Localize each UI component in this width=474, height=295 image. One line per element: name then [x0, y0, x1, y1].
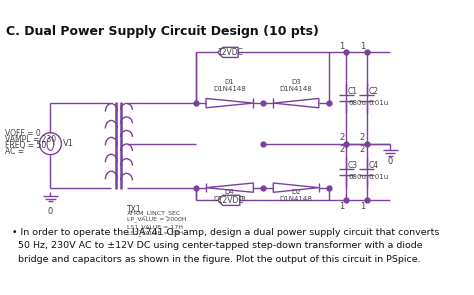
Text: D2
D1N4148: D2 D1N4148	[280, 189, 312, 202]
Text: 2: 2	[360, 145, 365, 154]
Text: 12VDC: 12VDC	[217, 48, 243, 57]
Text: LP_VALUE = 2000H: LP_VALUE = 2000H	[127, 217, 186, 222]
Text: 0: 0	[388, 157, 393, 166]
Text: V1: V1	[63, 139, 74, 148]
Polygon shape	[218, 47, 238, 58]
Text: FREQ = 50: FREQ = 50	[5, 141, 46, 150]
Text: C. Dual Power Supply Circuit Design (10 pts): C. Dual Power Supply Circuit Design (10 …	[6, 25, 319, 38]
Text: C2: C2	[368, 87, 378, 96]
Text: -12VDC: -12VDC	[215, 196, 244, 205]
Text: • In order to operate the UA741 Op amp, design a dual power supply circuit that : • In order to operate the UA741 Op amp, …	[11, 228, 439, 264]
Text: 0: 0	[48, 207, 53, 216]
Text: 1: 1	[360, 42, 365, 51]
Text: D3
D1N4148: D3 D1N4148	[280, 79, 312, 92]
Text: VAMPL = 230: VAMPL = 230	[5, 135, 56, 144]
Text: LS1_VALUE = 17H: LS1_VALUE = 17H	[127, 224, 182, 230]
Text: C3: C3	[348, 161, 358, 170]
Text: AC =: AC =	[5, 147, 24, 156]
Text: C1: C1	[348, 87, 358, 96]
Text: 1: 1	[339, 202, 345, 211]
Polygon shape	[218, 195, 240, 205]
Text: D1
D1N4148: D1 D1N4148	[213, 79, 246, 92]
Text: 2: 2	[339, 133, 345, 142]
Text: 2: 2	[360, 133, 365, 142]
Text: C4: C4	[368, 161, 378, 170]
Text: 2: 2	[339, 145, 345, 154]
Text: 1: 1	[339, 42, 345, 51]
Text: 680u: 680u	[348, 100, 366, 106]
Text: LS2_VALUE = 17H: LS2_VALUE = 17H	[127, 231, 182, 237]
Text: D4
D1N4148: D4 D1N4148	[213, 189, 246, 202]
Text: VOFF = 0: VOFF = 0	[5, 129, 40, 138]
Text: XFRM_LINCT_SEC: XFRM_LINCT_SEC	[127, 211, 181, 216]
Text: TX1: TX1	[127, 204, 141, 214]
Text: 1: 1	[360, 202, 365, 211]
Text: 680u: 680u	[348, 174, 366, 180]
Text: 0.01u: 0.01u	[368, 174, 389, 180]
Text: 0.01u: 0.01u	[368, 100, 389, 106]
